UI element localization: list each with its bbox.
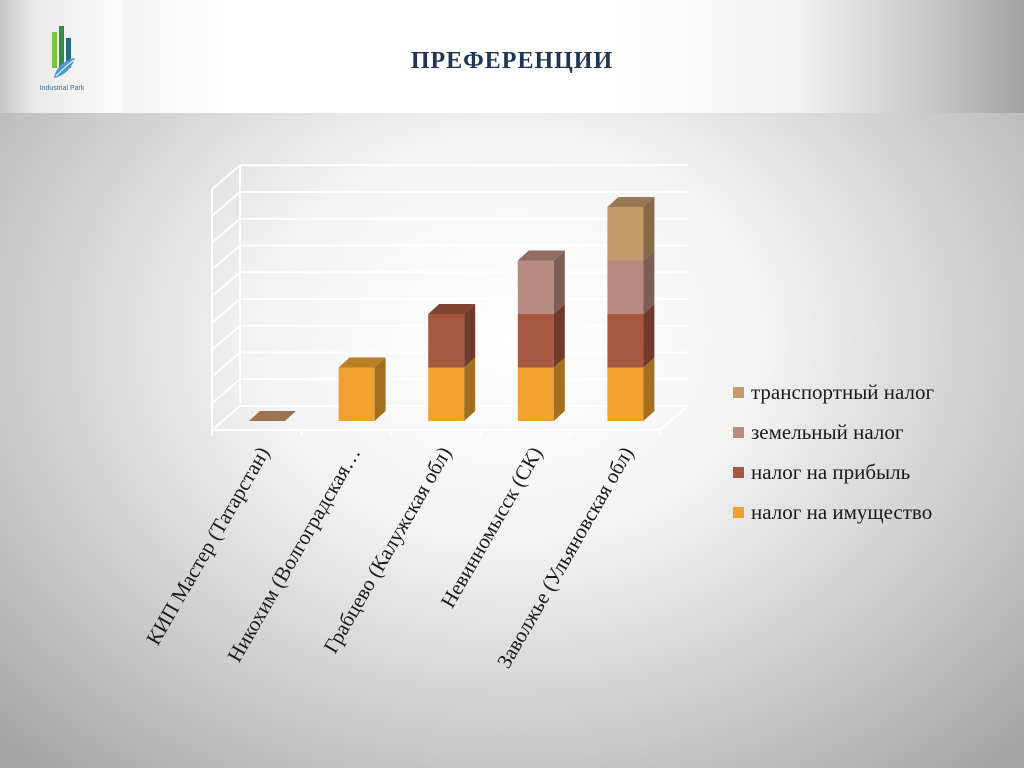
legend-item: налог на прибыль	[733, 452, 934, 492]
legend-label: транспортный налог	[751, 379, 935, 404]
bar-side-2-5	[643, 304, 655, 368]
bar-top-3	[428, 304, 476, 314]
gridline-side	[211, 378, 241, 405]
legend-swatch	[733, 386, 744, 398]
bar-segment-1-4	[517, 367, 554, 421]
bar-top-4	[517, 250, 565, 261]
bar-segment-4-5	[607, 207, 644, 261]
page-title: ПРЕФЕРЕНЦИИ	[410, 48, 614, 74]
legend-item: налог на имущество	[733, 492, 934, 532]
bar-side-2-3	[464, 304, 476, 368]
bar-side-1-5	[643, 357, 655, 421]
bar-top-5	[607, 197, 655, 207]
gridline-side	[211, 217, 241, 244]
gridline-side	[211, 191, 241, 217]
logo-text: Industrial Park	[39, 85, 85, 92]
header-bar: Industrial Park ПРЕФЕРЕНЦИИ	[0, 0, 1024, 113]
gridline-side	[211, 405, 241, 431]
bar-side-1-4	[553, 357, 565, 421]
chart-legend: транспортный налог земельный налог налог н…	[733, 372, 934, 532]
logo-panel: Industrial Park	[0, 0, 123, 113]
legend-item: транспортный налог	[733, 372, 934, 412]
bar-top-1	[249, 411, 296, 421]
gridline-side	[211, 324, 241, 351]
bar-side-3-5	[643, 250, 655, 314]
gridline-side	[211, 298, 241, 324]
bar-segment-3-4	[517, 260, 554, 314]
legend-swatch	[733, 506, 744, 518]
bar-side-2-4	[553, 304, 565, 368]
gridline-side	[211, 271, 241, 298]
gridline-side	[211, 164, 241, 191]
legend-swatch	[733, 426, 744, 438]
legend-label: земельный налог	[751, 419, 904, 444]
bar-side-4-5	[643, 197, 655, 261]
legend-item: земельный налог	[733, 412, 934, 452]
legend-label: налог на прибыль	[751, 459, 911, 484]
bar-segment-3-5	[607, 260, 644, 314]
bar-side-3-4	[553, 250, 565, 314]
bar-top-2	[338, 357, 386, 368]
legend-label: налог на имущество	[751, 499, 933, 524]
bar-segment-2-4	[517, 314, 554, 368]
bar-segment-2-5	[607, 314, 644, 368]
bar-side-1-3	[464, 357, 476, 421]
gridline-side	[211, 244, 241, 271]
bar-segment-1-2	[338, 367, 375, 421]
industrial-park-logo-icon	[52, 26, 75, 78]
bar-segment-1-3	[428, 367, 465, 421]
gridline-side	[211, 351, 241, 378]
legend-swatch	[733, 466, 744, 478]
bar-segment-1-5	[607, 367, 644, 421]
bar-segment-2-3	[428, 314, 465, 368]
bar-side-1-2	[374, 357, 386, 421]
floor-right-edge	[659, 405, 689, 431]
x-tick-label: Невинномысск (СК)	[436, 443, 548, 612]
